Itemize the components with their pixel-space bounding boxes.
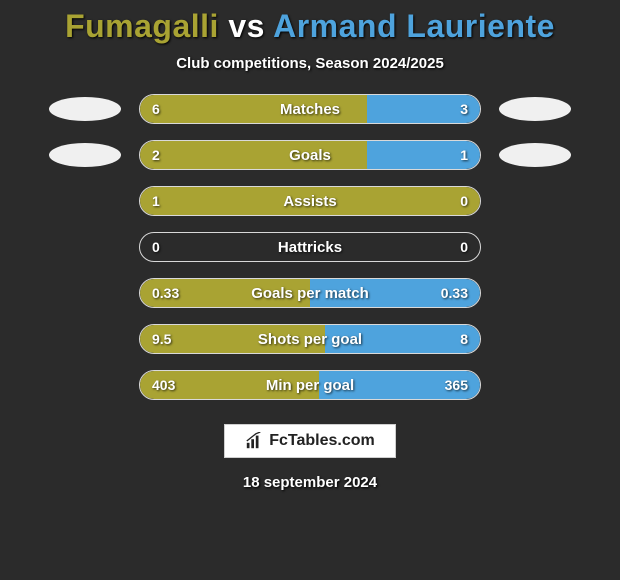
stat-label: Goals [140,141,480,169]
spacer [499,373,571,397]
spacer [49,327,121,351]
stat-label: Matches [140,95,480,123]
date-text: 18 september 2024 [243,474,377,491]
club-logo-right [499,97,571,121]
stat-bar: 21Goals [139,140,481,170]
stat-label: Goals per match [140,279,480,307]
stat-bar: 00Hattricks [139,232,481,262]
player2-name: Armand Lauriente [273,8,555,44]
spacer [499,235,571,259]
stat-row: 9.58Shots per goal [0,324,620,354]
stat-label: Hattricks [140,233,480,261]
stat-row: 10Assists [0,186,620,216]
brand-box[interactable]: FcTables.com [224,424,396,458]
spacer [499,281,571,305]
club-logo-right [499,143,571,167]
stat-bar: 0.330.33Goals per match [139,278,481,308]
stat-row: 403365Min per goal [0,370,620,400]
stat-row: 00Hattricks [0,232,620,262]
stat-bar: 10Assists [139,186,481,216]
stat-rows-container: 63Matches 21Goals 10Assists 00Hattricks 0.33… [0,94,620,416]
spacer [499,189,571,213]
vs-text: vs [228,8,265,44]
spacer [49,373,121,397]
stat-row: 0.330.33Goals per match [0,278,620,308]
club-logo-left [49,143,121,167]
comparison-title: Fumagalli vs Armand Lauriente [65,8,555,45]
spacer [499,327,571,351]
spacer [49,235,121,259]
stat-bar: 9.58Shots per goal [139,324,481,354]
club-logo-left [49,97,121,121]
subtitle: Club competitions, Season 2024/2025 [176,55,444,72]
stat-bar: 63Matches [139,94,481,124]
stat-row: 63Matches [0,94,620,124]
stat-row: 21Goals [0,140,620,170]
stat-label: Shots per goal [140,325,480,353]
player1-name: Fumagalli [65,8,219,44]
footer: FcTables.com 18 september 2024 [224,424,396,491]
spacer [49,189,121,213]
stat-label: Min per goal [140,371,480,399]
stat-label: Assists [140,187,480,215]
stat-bar: 403365Min per goal [139,370,481,400]
brand-text: FcTables.com [269,432,375,450]
spacer [49,281,121,305]
chart-icon [245,432,263,450]
